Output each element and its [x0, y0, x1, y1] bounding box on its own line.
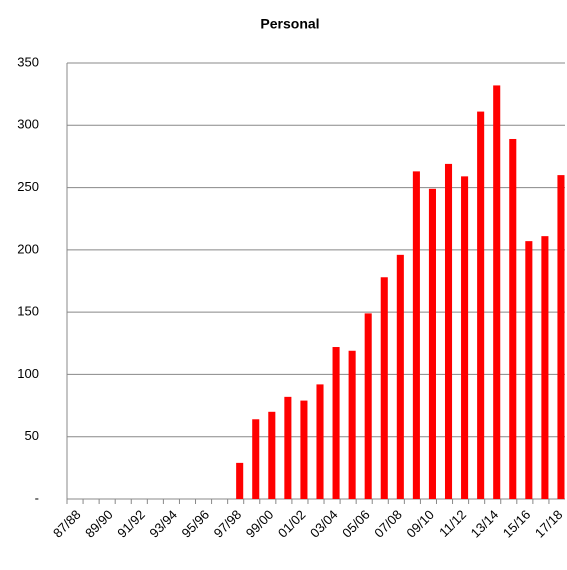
x-tick-label: 89/90 [82, 507, 116, 541]
bar [332, 347, 340, 499]
bar [268, 411, 276, 499]
y-tick-label: 200 [17, 241, 39, 256]
x-tick-label: 87/88 [50, 507, 84, 541]
bar [300, 400, 308, 499]
x-tick-label: 93/94 [146, 507, 180, 541]
bar [541, 236, 549, 499]
bar [396, 254, 404, 499]
bar [284, 396, 292, 499]
chart-title: Personal [260, 16, 319, 32]
bar [380, 277, 388, 499]
x-tick-label: 03/04 [307, 507, 341, 541]
bar [493, 85, 501, 500]
bar [316, 384, 324, 499]
y-tick-label: 100 [17, 366, 39, 381]
bar [444, 163, 453, 499]
y-tick-label: 300 [17, 117, 39, 132]
x-tick-label: 01/02 [275, 507, 309, 541]
bar [509, 138, 517, 499]
bar [428, 188, 436, 499]
bar [557, 175, 565, 499]
bar [364, 313, 372, 499]
x-tick-label: 13/14 [468, 507, 502, 541]
y-tick-label: 50 [25, 428, 39, 443]
bar [252, 419, 260, 499]
y-tick-label: - [35, 490, 39, 505]
bar [461, 176, 469, 500]
x-tick-label: 97/98 [211, 507, 245, 541]
x-tick-label: 05/06 [339, 507, 373, 541]
x-tick-label: 11/12 [436, 507, 469, 540]
x-tick-label: 91/92 [114, 507, 148, 541]
y-tick-label: 150 [17, 304, 39, 319]
x-tick-label: 07/08 [371, 507, 405, 541]
bar [412, 171, 420, 499]
x-tick-label: 17/18 [532, 507, 566, 541]
x-tick-label: 99/00 [243, 507, 277, 541]
x-tick-label: 09/10 [403, 507, 437, 541]
x-tick-label: 15/16 [500, 507, 534, 541]
bar [477, 111, 485, 499]
bar [525, 241, 533, 499]
x-tick-label: 95/96 [178, 507, 212, 541]
bar [236, 462, 244, 499]
y-tick-label: 350 [17, 54, 39, 69]
bar [348, 350, 356, 499]
y-tick-label: 250 [17, 179, 39, 194]
